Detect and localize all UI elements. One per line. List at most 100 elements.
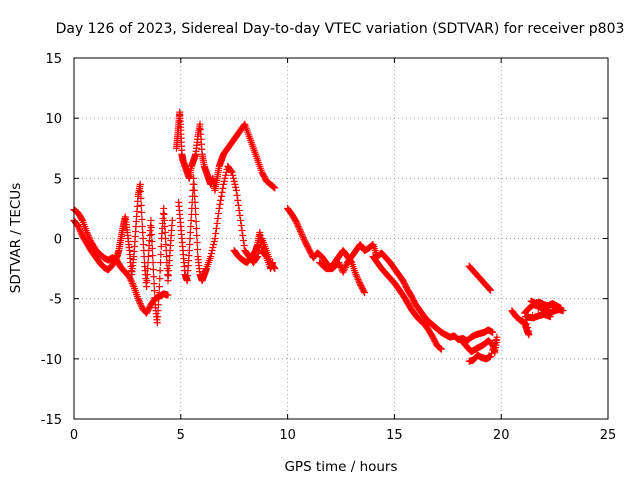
data-point-marker — [138, 222, 146, 230]
data-point-marker — [147, 216, 155, 224]
data-point-marker — [192, 224, 200, 232]
data-point-marker — [128, 278, 136, 286]
data-point-marker — [193, 231, 201, 239]
data-point-marker — [486, 285, 494, 293]
data-point-marker — [210, 241, 218, 249]
data-points — [70, 108, 567, 365]
data-series — [465, 262, 495, 294]
data-point-marker — [191, 204, 199, 212]
data-point-marker — [149, 259, 157, 267]
data-point-marker — [144, 253, 152, 261]
x-tick-label: 10 — [279, 428, 296, 443]
data-point-marker — [163, 253, 171, 261]
data-point-marker — [186, 235, 194, 242]
data-point-marker — [155, 289, 163, 297]
data-point-marker — [164, 291, 172, 299]
data-point-marker — [150, 287, 158, 295]
data-point-marker — [161, 228, 169, 236]
data-point-marker — [465, 357, 473, 365]
data-point-marker — [437, 345, 445, 353]
data-point-marker — [137, 301, 145, 309]
data-point-marker — [139, 241, 147, 249]
data-point-marker — [191, 192, 199, 200]
data-point-marker — [208, 247, 216, 255]
data-point-marker — [211, 235, 219, 242]
data-point-marker — [234, 196, 242, 204]
data-point-marker — [135, 296, 143, 304]
data-point-marker — [139, 235, 147, 242]
data-point-marker — [190, 180, 198, 188]
data-series — [230, 228, 277, 273]
data-point-marker — [191, 198, 199, 206]
data-point-marker — [143, 283, 151, 291]
data-point-marker — [360, 287, 368, 295]
data-point-marker — [139, 228, 147, 236]
y-tick-label: -15 — [41, 413, 62, 428]
data-point-marker — [136, 180, 144, 188]
data-point-marker — [185, 247, 193, 255]
data-point-marker — [215, 204, 223, 212]
y-tick-label: 0 — [54, 233, 62, 248]
data-point-marker — [237, 221, 245, 229]
data-point-marker — [212, 224, 220, 232]
data-point-marker — [186, 241, 194, 249]
data-point-marker — [160, 210, 168, 218]
data-point-marker — [217, 196, 225, 204]
data-point-marker — [262, 252, 270, 260]
x-axis-label: GPS time / hours — [284, 459, 397, 475]
data-point-marker — [437, 345, 445, 353]
y-axis-label: SDTVAR / TECUs — [8, 183, 24, 293]
data-point-marker — [299, 232, 307, 240]
data-point-marker — [157, 259, 165, 267]
data-point-marker — [160, 204, 168, 212]
data-point-marker — [270, 183, 278, 191]
data-point-marker — [157, 251, 165, 259]
data-point-marker — [215, 209, 223, 217]
data-point-marker — [232, 183, 240, 191]
data-point-marker — [134, 295, 142, 303]
data-point-marker — [229, 174, 237, 182]
data-series — [70, 180, 176, 327]
data-series — [316, 241, 497, 345]
data-point-marker — [220, 177, 228, 185]
data-point-marker — [78, 215, 86, 223]
data-point-marker — [153, 319, 161, 327]
data-point-marker — [210, 238, 218, 246]
data-point-marker — [157, 243, 165, 251]
data-point-marker — [436, 344, 444, 352]
data-point-marker — [295, 224, 303, 232]
data-point-marker — [546, 313, 554, 321]
data-point-marker — [491, 340, 499, 348]
y-tick-label: -5 — [49, 293, 62, 308]
data-point-marker — [154, 313, 162, 321]
data-point-marker — [168, 216, 176, 224]
data-point-marker — [230, 177, 238, 185]
data-point-marker — [341, 265, 349, 273]
x-tick-label: 0 — [70, 428, 78, 443]
data-point-marker — [238, 226, 246, 234]
data-point-marker — [217, 192, 225, 200]
data-point-marker — [220, 180, 228, 188]
data-point-marker — [493, 333, 501, 341]
data-point-marker — [292, 218, 300, 226]
data-point-marker — [490, 343, 498, 351]
data-series — [369, 253, 445, 353]
data-point-marker — [237, 216, 245, 224]
data-point-marker — [207, 250, 215, 258]
data-point-marker — [524, 324, 532, 332]
data-point-marker — [231, 180, 239, 188]
data-point-marker — [294, 221, 302, 229]
data-point-marker — [127, 276, 135, 284]
data-point-marker — [229, 171, 237, 179]
data-point-marker — [186, 228, 194, 236]
data-point-marker — [296, 227, 304, 235]
data-point-marker — [192, 210, 200, 218]
data-point-marker — [340, 267, 348, 275]
data-point-marker — [219, 184, 227, 192]
data-point-marker — [487, 286, 495, 294]
data-point-marker — [137, 187, 145, 195]
data-point-marker — [150, 280, 158, 288]
data-point-marker — [356, 279, 364, 287]
data-point-marker — [207, 253, 215, 261]
data-point-marker — [156, 267, 164, 275]
